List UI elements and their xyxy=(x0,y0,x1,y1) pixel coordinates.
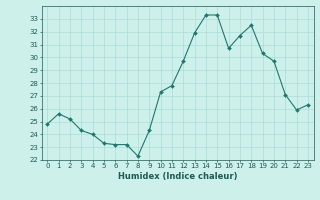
X-axis label: Humidex (Indice chaleur): Humidex (Indice chaleur) xyxy=(118,172,237,181)
